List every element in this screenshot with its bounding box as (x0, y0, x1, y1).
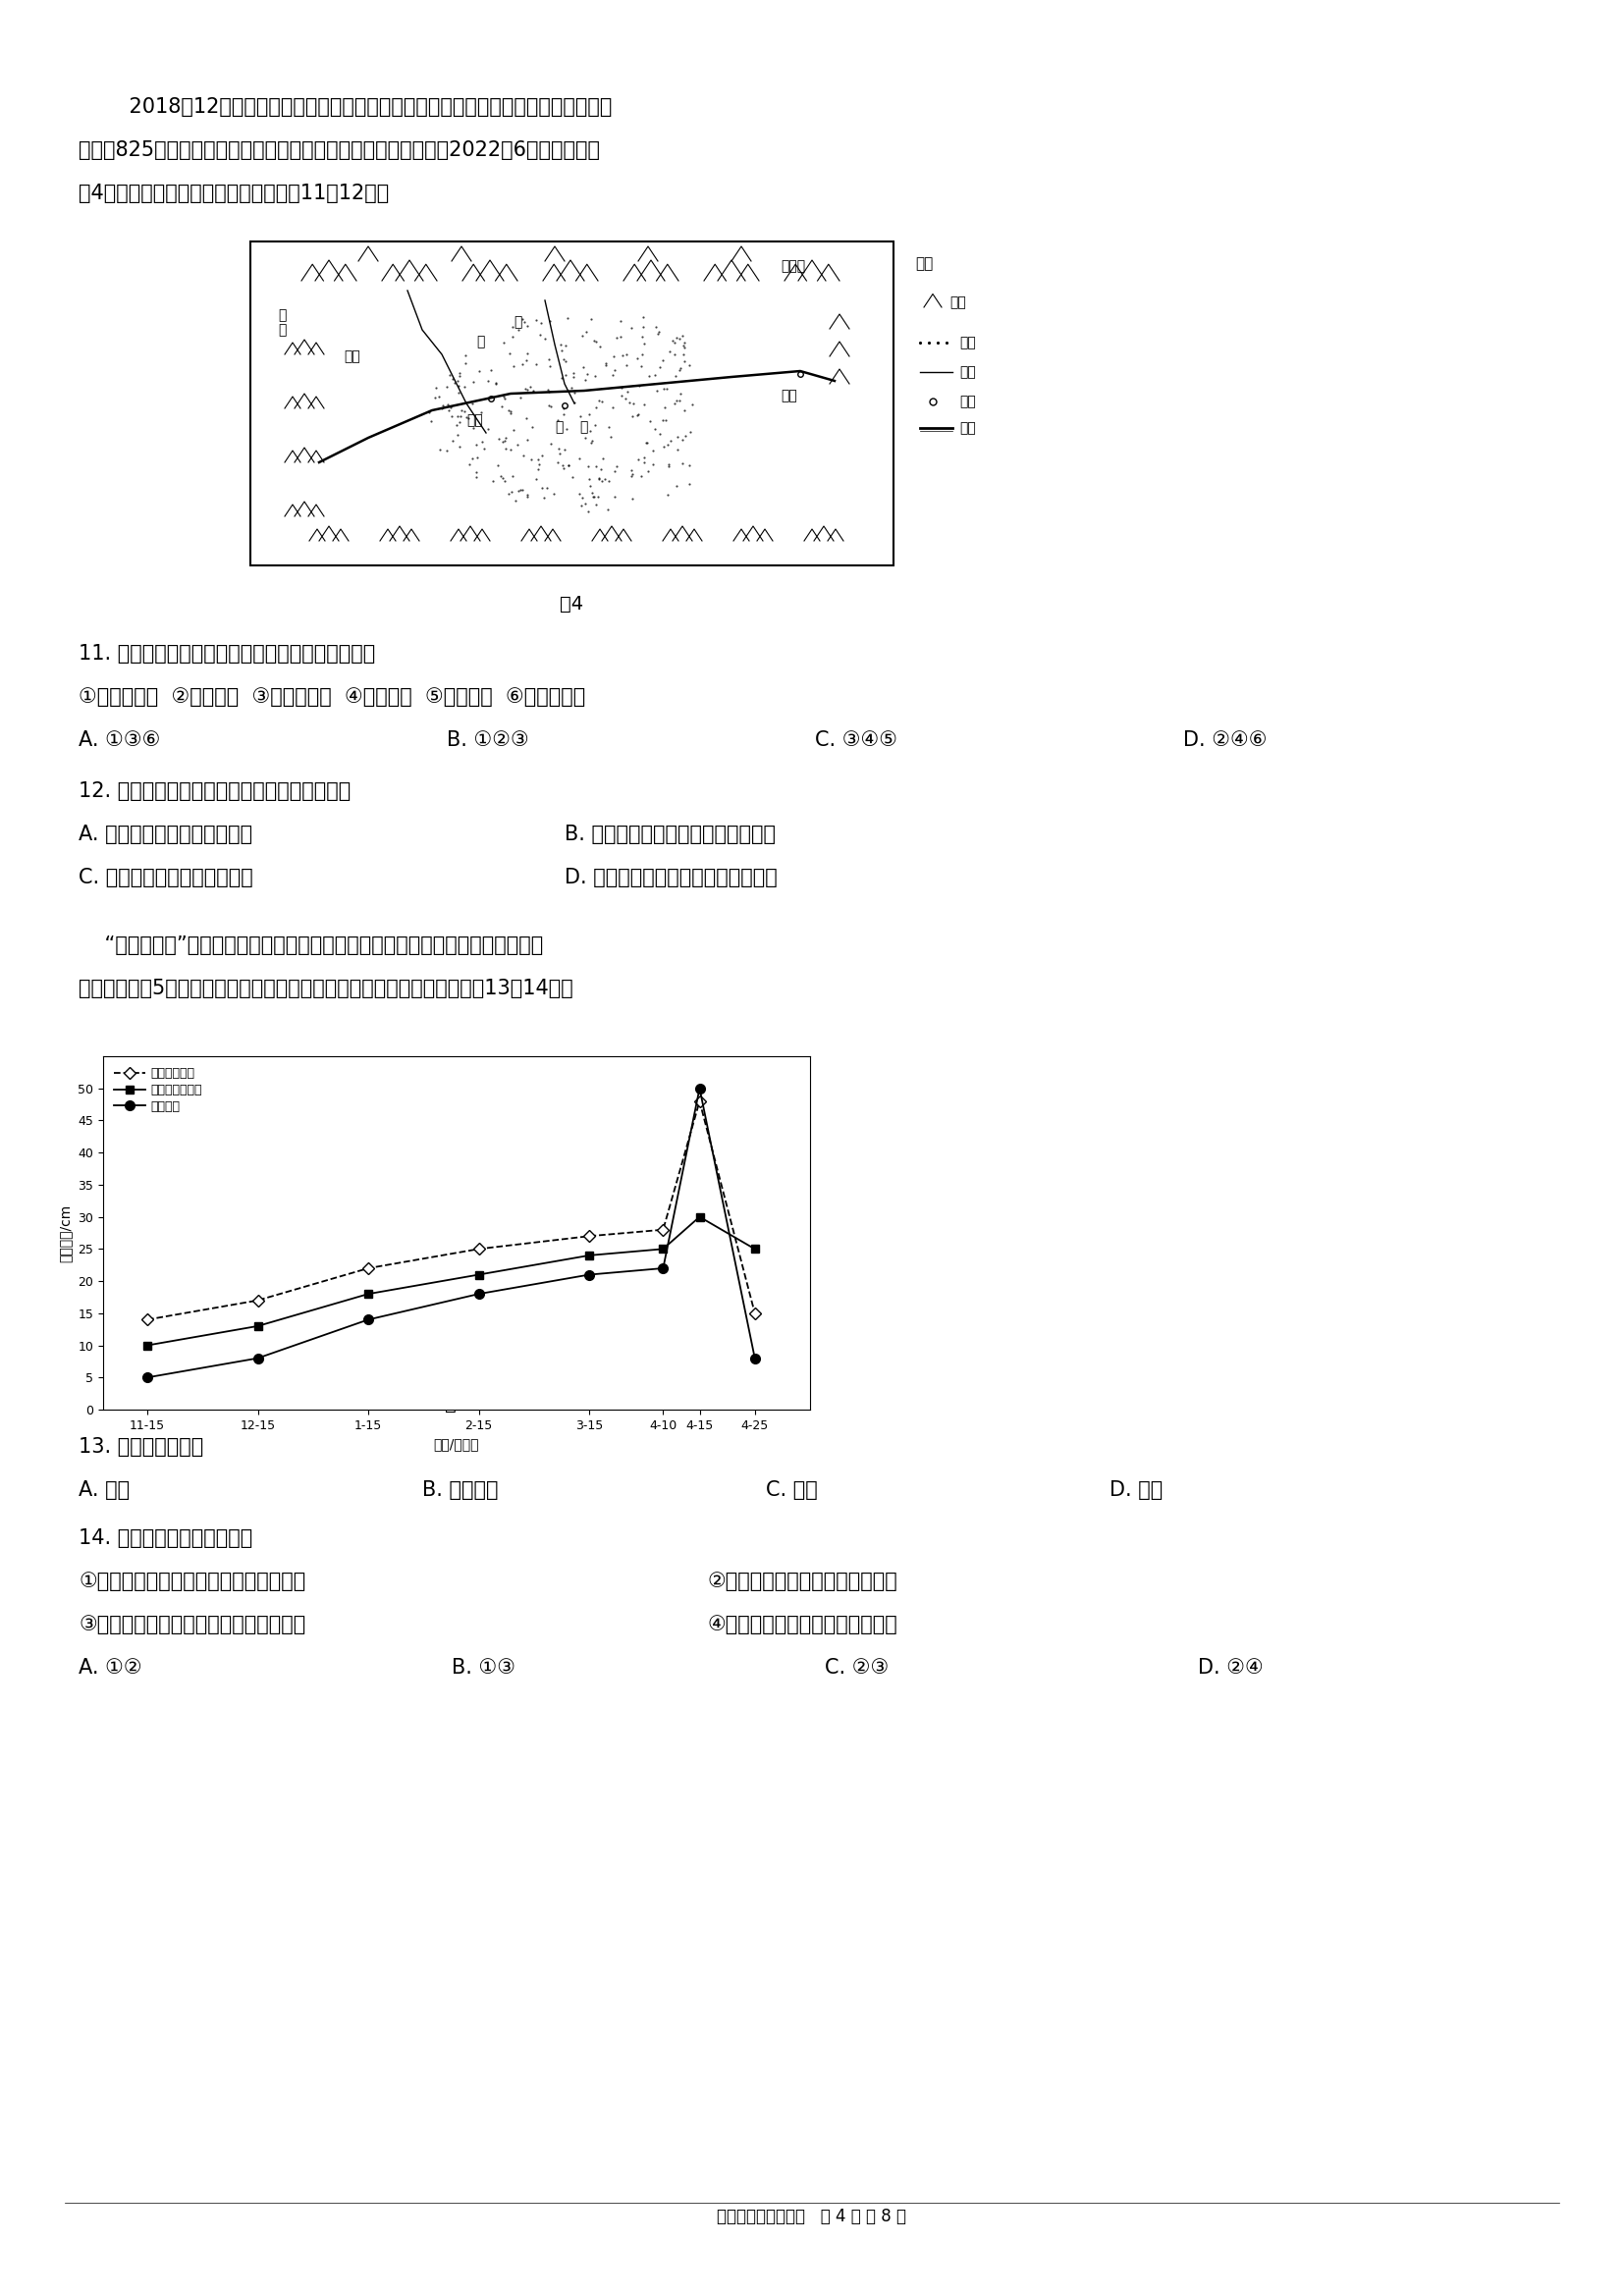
Text: 11. 和若铁路在修建过程中，可能遇到的自然障碍有: 11. 和若铁路在修建过程中，可能遇到的自然障碍有 (78, 643, 375, 664)
Text: D. ②④⑥: D. ②④⑥ (1184, 730, 1267, 751)
Text: ②林内在积雪期积雪比林外空地薄: ②林内在积雪期积雪比林外空地薄 (706, 1570, 896, 1591)
Legend: 落叶松人工林, 云冷杉落叶松林, 林外空地: 落叶松人工林, 云冷杉落叶松林, 林外空地 (109, 1063, 208, 1118)
Text: ④人工林水文生态效益优于原始林: ④人工林水文生态效益优于原始林 (706, 1614, 896, 1635)
林外空地 (469, 1281, 489, 1309)
云冷杉落叶松林 (248, 1313, 268, 1341)
Text: D. 加快新疆城市空间结构的整体调整: D. 加快新疆城市空间结构的整体调整 (565, 868, 778, 886)
落叶松人工林 (745, 1300, 765, 1327)
Text: “森林郁闭度”指林地内树冠的垂直投影面积与林地面积之比，影响林区的积雪与: “森林郁闭度”指林地内树冠的垂直投影面积与林地面积之比，影响林区的积雪与 (78, 934, 542, 955)
Bar (250, 241, 893, 565)
云冷杉落叶松林 (690, 1203, 710, 1231)
落叶松人工林 (138, 1306, 158, 1334)
Text: 若: 若 (555, 420, 564, 434)
Text: A. ①②: A. ①② (78, 1658, 141, 1678)
云冷杉落叶松林 (138, 1332, 158, 1359)
Text: ①滑坡泥石流  ②严寒酷暑  ③资金技术差  ④水源不足  ⑤水上流失  ⑥多风沙天气: ①滑坡泥石流 ②严寒酷暑 ③资金技术差 ④水源不足 ⑤水上流失 ⑥多风沙天气 (78, 687, 585, 707)
Text: C. 南岭: C. 南岭 (767, 1481, 817, 1499)
Text: 路全长825千米，沿昆仑山北麓、塔克拉玛干沙漠南缘布局，预计2022年6月开通运行。: 路全长825千米，沿昆仑山北麓、塔克拉玛干沙漠南缘布局，预计2022年6月开通运… (78, 140, 599, 161)
Text: 图4为田若铁路所在地区域图。据此完成11～12题。: 图4为田若铁路所在地区域图。据此完成11～12题。 (78, 184, 390, 202)
林外空地 (248, 1345, 268, 1373)
林外空地 (745, 1345, 765, 1373)
Text: 高三年级地理科试卷   第 4 页 共 8 页: 高三年级地理科试卷 第 4 页 共 8 页 (718, 2209, 906, 2225)
Text: 沙漠: 沙漠 (960, 335, 976, 349)
Text: A. 天山: A. 天山 (78, 1481, 130, 1499)
Text: 喀什: 喀什 (344, 349, 361, 363)
Text: B. 小兴安岭: B. 小兴安岭 (422, 1481, 499, 1499)
Text: D. 秦岭: D. 秦岭 (1109, 1481, 1163, 1499)
云冷杉落叶松林 (469, 1261, 489, 1288)
Text: 若羌: 若羌 (781, 388, 797, 402)
Line: 落叶松人工林: 落叶松人工林 (143, 1097, 758, 1325)
Text: 库尔勒: 库尔勒 (781, 259, 806, 273)
Text: 铁: 铁 (476, 335, 484, 349)
Text: B. ①②③: B. ①②③ (447, 730, 529, 751)
Text: 聚落: 聚落 (960, 395, 976, 409)
Text: 附: 附 (278, 324, 286, 338)
云冷杉落叶松林 (580, 1242, 599, 1270)
林外空地 (690, 1075, 710, 1102)
林外空地 (580, 1261, 599, 1288)
落叶松人工林 (469, 1235, 489, 1263)
落叶松人工林 (248, 1286, 268, 1313)
Text: A. ①③⑥: A. ①③⑥ (78, 730, 161, 751)
Text: B. 加强沿海与中、东部发达地区联系: B. 加强沿海与中、东部发达地区联系 (565, 824, 776, 845)
Text: C. 促进西藏地区的旅游业发展: C. 促进西藏地区的旅游业发展 (78, 868, 253, 886)
Text: 融雪过程。图5是我国某地某年不同森林类型积雪与融雪过程图。据此完成13～14题。: 融雪过程。图5是我国某地某年不同森林类型积雪与融雪过程图。据此完成13～14题。 (78, 978, 573, 999)
Text: ①图示时段内积雪时长是融雪时长的两倍: ①图示时段内积雪时长是融雪时长的两倍 (78, 1570, 305, 1591)
Text: C. ③④⑤: C. ③④⑤ (815, 730, 898, 751)
林外空地 (653, 1254, 672, 1281)
落叶松人工林 (653, 1217, 672, 1244)
Text: 和田: 和田 (466, 413, 482, 427)
Text: 路: 路 (513, 315, 521, 328)
云冷杉落叶松林 (359, 1281, 378, 1309)
Text: 12. 和若铁路建成通车产生的影响说法正确的是: 12. 和若铁路建成通车产生的影响说法正确的是 (78, 781, 351, 801)
Y-axis label: 积雪深度/cm: 积雪深度/cm (58, 1203, 73, 1263)
林外空地 (359, 1306, 378, 1334)
Text: 羌: 羌 (580, 420, 588, 434)
Text: 2018年12月，连接新疆和田市与若羌县的和（田）若（羌）铁路正式开工建设。线: 2018年12月，连接新疆和田市与若羌县的和（田）若（羌）铁路正式开工建设。线 (102, 96, 612, 117)
Text: 图例: 图例 (914, 257, 934, 271)
落叶松人工林 (580, 1221, 599, 1249)
Text: 山地: 山地 (950, 296, 966, 310)
Line: 林外空地: 林外空地 (143, 1084, 760, 1382)
Line: 云冷杉落叶松林: 云冷杉落叶松林 (143, 1212, 758, 1350)
Text: 13. 该地最可能位于: 13. 该地最可能位于 (78, 1437, 203, 1456)
Text: C. ②③: C. ②③ (825, 1658, 888, 1678)
云冷杉落叶松林 (653, 1235, 672, 1263)
Text: 疏: 疏 (278, 308, 286, 321)
Text: A. 降低沿线城市的环境承载力: A. 降低沿线城市的环境承载力 (78, 824, 252, 845)
林外空地 (138, 1364, 158, 1391)
Text: B. ①③: B. ①③ (451, 1658, 515, 1678)
Text: 河流: 河流 (960, 365, 976, 379)
云冷杉落叶松林 (745, 1235, 765, 1263)
Text: ③原始林郁闭度大，融雪速度较人工林慢: ③原始林郁闭度大，融雪速度较人工林慢 (78, 1614, 305, 1635)
落叶松人工林 (690, 1088, 710, 1116)
Text: D. ②④: D. ②④ (1199, 1658, 1263, 1678)
Text: 14. 根据图文信息可以推测出: 14. 根据图文信息可以推测出 (78, 1529, 253, 1548)
Text: 图4: 图4 (560, 595, 583, 613)
Text: 铁路: 铁路 (960, 420, 976, 434)
落叶松人工林 (359, 1254, 378, 1281)
X-axis label: 日期/月一日: 日期/月一日 (434, 1437, 479, 1451)
Text: 图5: 图5 (445, 1396, 468, 1414)
